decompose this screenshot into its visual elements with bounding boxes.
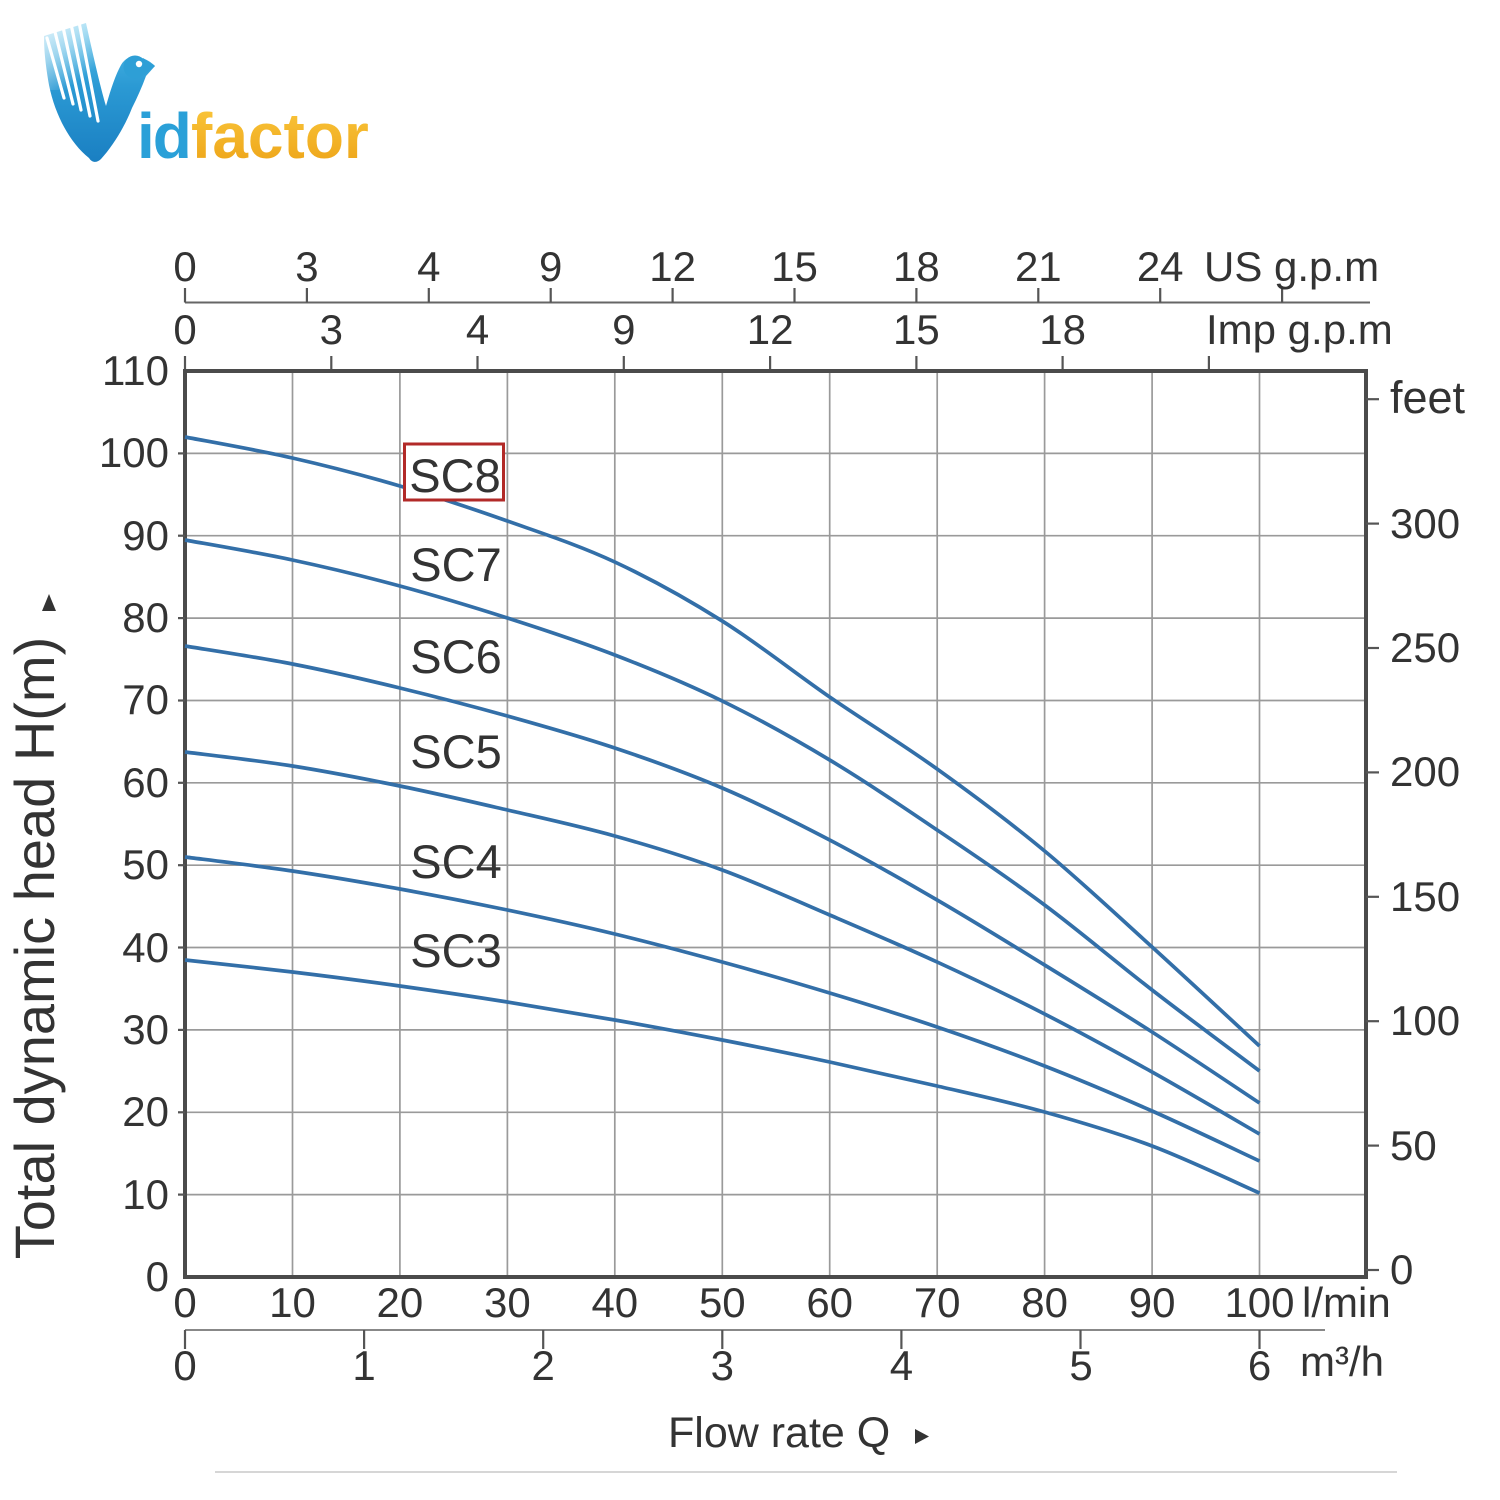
svg-text:90: 90	[122, 512, 169, 559]
svg-text:15: 15	[893, 306, 940, 353]
svg-text:3: 3	[320, 306, 343, 353]
svg-text:50: 50	[1390, 1122, 1437, 1169]
svg-text:Total dynamic head H(m): Total dynamic head H(m)	[3, 637, 66, 1259]
svg-text:0: 0	[173, 1342, 196, 1389]
svg-text:250: 250	[1390, 624, 1460, 671]
svg-text:100: 100	[1224, 1279, 1294, 1326]
svg-text:factor: factor	[191, 100, 369, 172]
svg-text:0: 0	[173, 306, 196, 353]
svg-text:60: 60	[122, 759, 169, 806]
svg-text:Imp g.p.m: Imp g.p.m	[1206, 306, 1393, 353]
svg-text:24: 24	[1137, 243, 1184, 290]
svg-text:90: 90	[1129, 1279, 1176, 1326]
svg-text:12: 12	[649, 243, 696, 290]
svg-text:110: 110	[102, 347, 169, 394]
svg-text:30: 30	[484, 1279, 531, 1326]
svg-text:80: 80	[1021, 1279, 1068, 1326]
svg-text:300: 300	[1390, 500, 1460, 547]
svg-text:70: 70	[122, 676, 169, 723]
svg-text:20: 20	[122, 1088, 169, 1135]
svg-text:3: 3	[711, 1342, 734, 1389]
svg-text:0: 0	[173, 243, 196, 290]
svg-text:100: 100	[99, 429, 169, 476]
svg-text:SC5: SC5	[410, 725, 501, 778]
svg-text:10: 10	[269, 1279, 316, 1326]
svg-text:id: id	[137, 100, 190, 172]
svg-text:12: 12	[747, 306, 794, 353]
svg-text:4: 4	[466, 306, 489, 353]
svg-text:4: 4	[417, 243, 440, 290]
svg-text:4: 4	[890, 1342, 913, 1389]
svg-text:10: 10	[122, 1171, 169, 1218]
svg-text:3: 3	[295, 243, 318, 290]
svg-text:feet: feet	[1390, 372, 1466, 423]
svg-text:US g.p.m: US g.p.m	[1204, 243, 1379, 290]
svg-text:SC6: SC6	[410, 630, 501, 683]
svg-text:SC8: SC8	[409, 449, 500, 502]
svg-text:70: 70	[914, 1279, 961, 1326]
svg-text:5: 5	[1069, 1342, 1092, 1389]
svg-text:60: 60	[806, 1279, 853, 1326]
svg-text:l/min: l/min	[1302, 1279, 1391, 1326]
svg-text:0: 0	[173, 1279, 196, 1326]
svg-text:200: 200	[1390, 748, 1460, 795]
svg-text:40: 40	[122, 924, 169, 971]
svg-text:80: 80	[122, 594, 169, 641]
svg-text:18: 18	[893, 243, 940, 290]
svg-text:Flow rate Q: Flow rate Q	[668, 1409, 890, 1457]
svg-text:30: 30	[122, 1006, 169, 1053]
svg-text:0: 0	[146, 1253, 169, 1300]
svg-text:0: 0	[1390, 1246, 1413, 1293]
svg-text:SC4: SC4	[410, 835, 501, 888]
svg-text:18: 18	[1039, 306, 1086, 353]
svg-text:50: 50	[699, 1279, 746, 1326]
svg-text:15: 15	[771, 243, 818, 290]
svg-text:40: 40	[591, 1279, 638, 1326]
svg-text:2: 2	[532, 1342, 555, 1389]
svg-text:SC3: SC3	[410, 924, 501, 977]
svg-text:1: 1	[352, 1342, 375, 1389]
svg-text:6: 6	[1248, 1342, 1271, 1389]
svg-text:9: 9	[539, 243, 562, 290]
svg-text:150: 150	[1390, 873, 1460, 920]
svg-text:20: 20	[377, 1279, 424, 1326]
svg-text:50: 50	[122, 841, 169, 888]
svg-text:9: 9	[612, 306, 635, 353]
svg-text:SC7: SC7	[410, 538, 501, 591]
svg-text:m³/h: m³/h	[1300, 1338, 1384, 1385]
svg-text:100: 100	[1390, 997, 1460, 1044]
svg-text:21: 21	[1015, 243, 1062, 290]
